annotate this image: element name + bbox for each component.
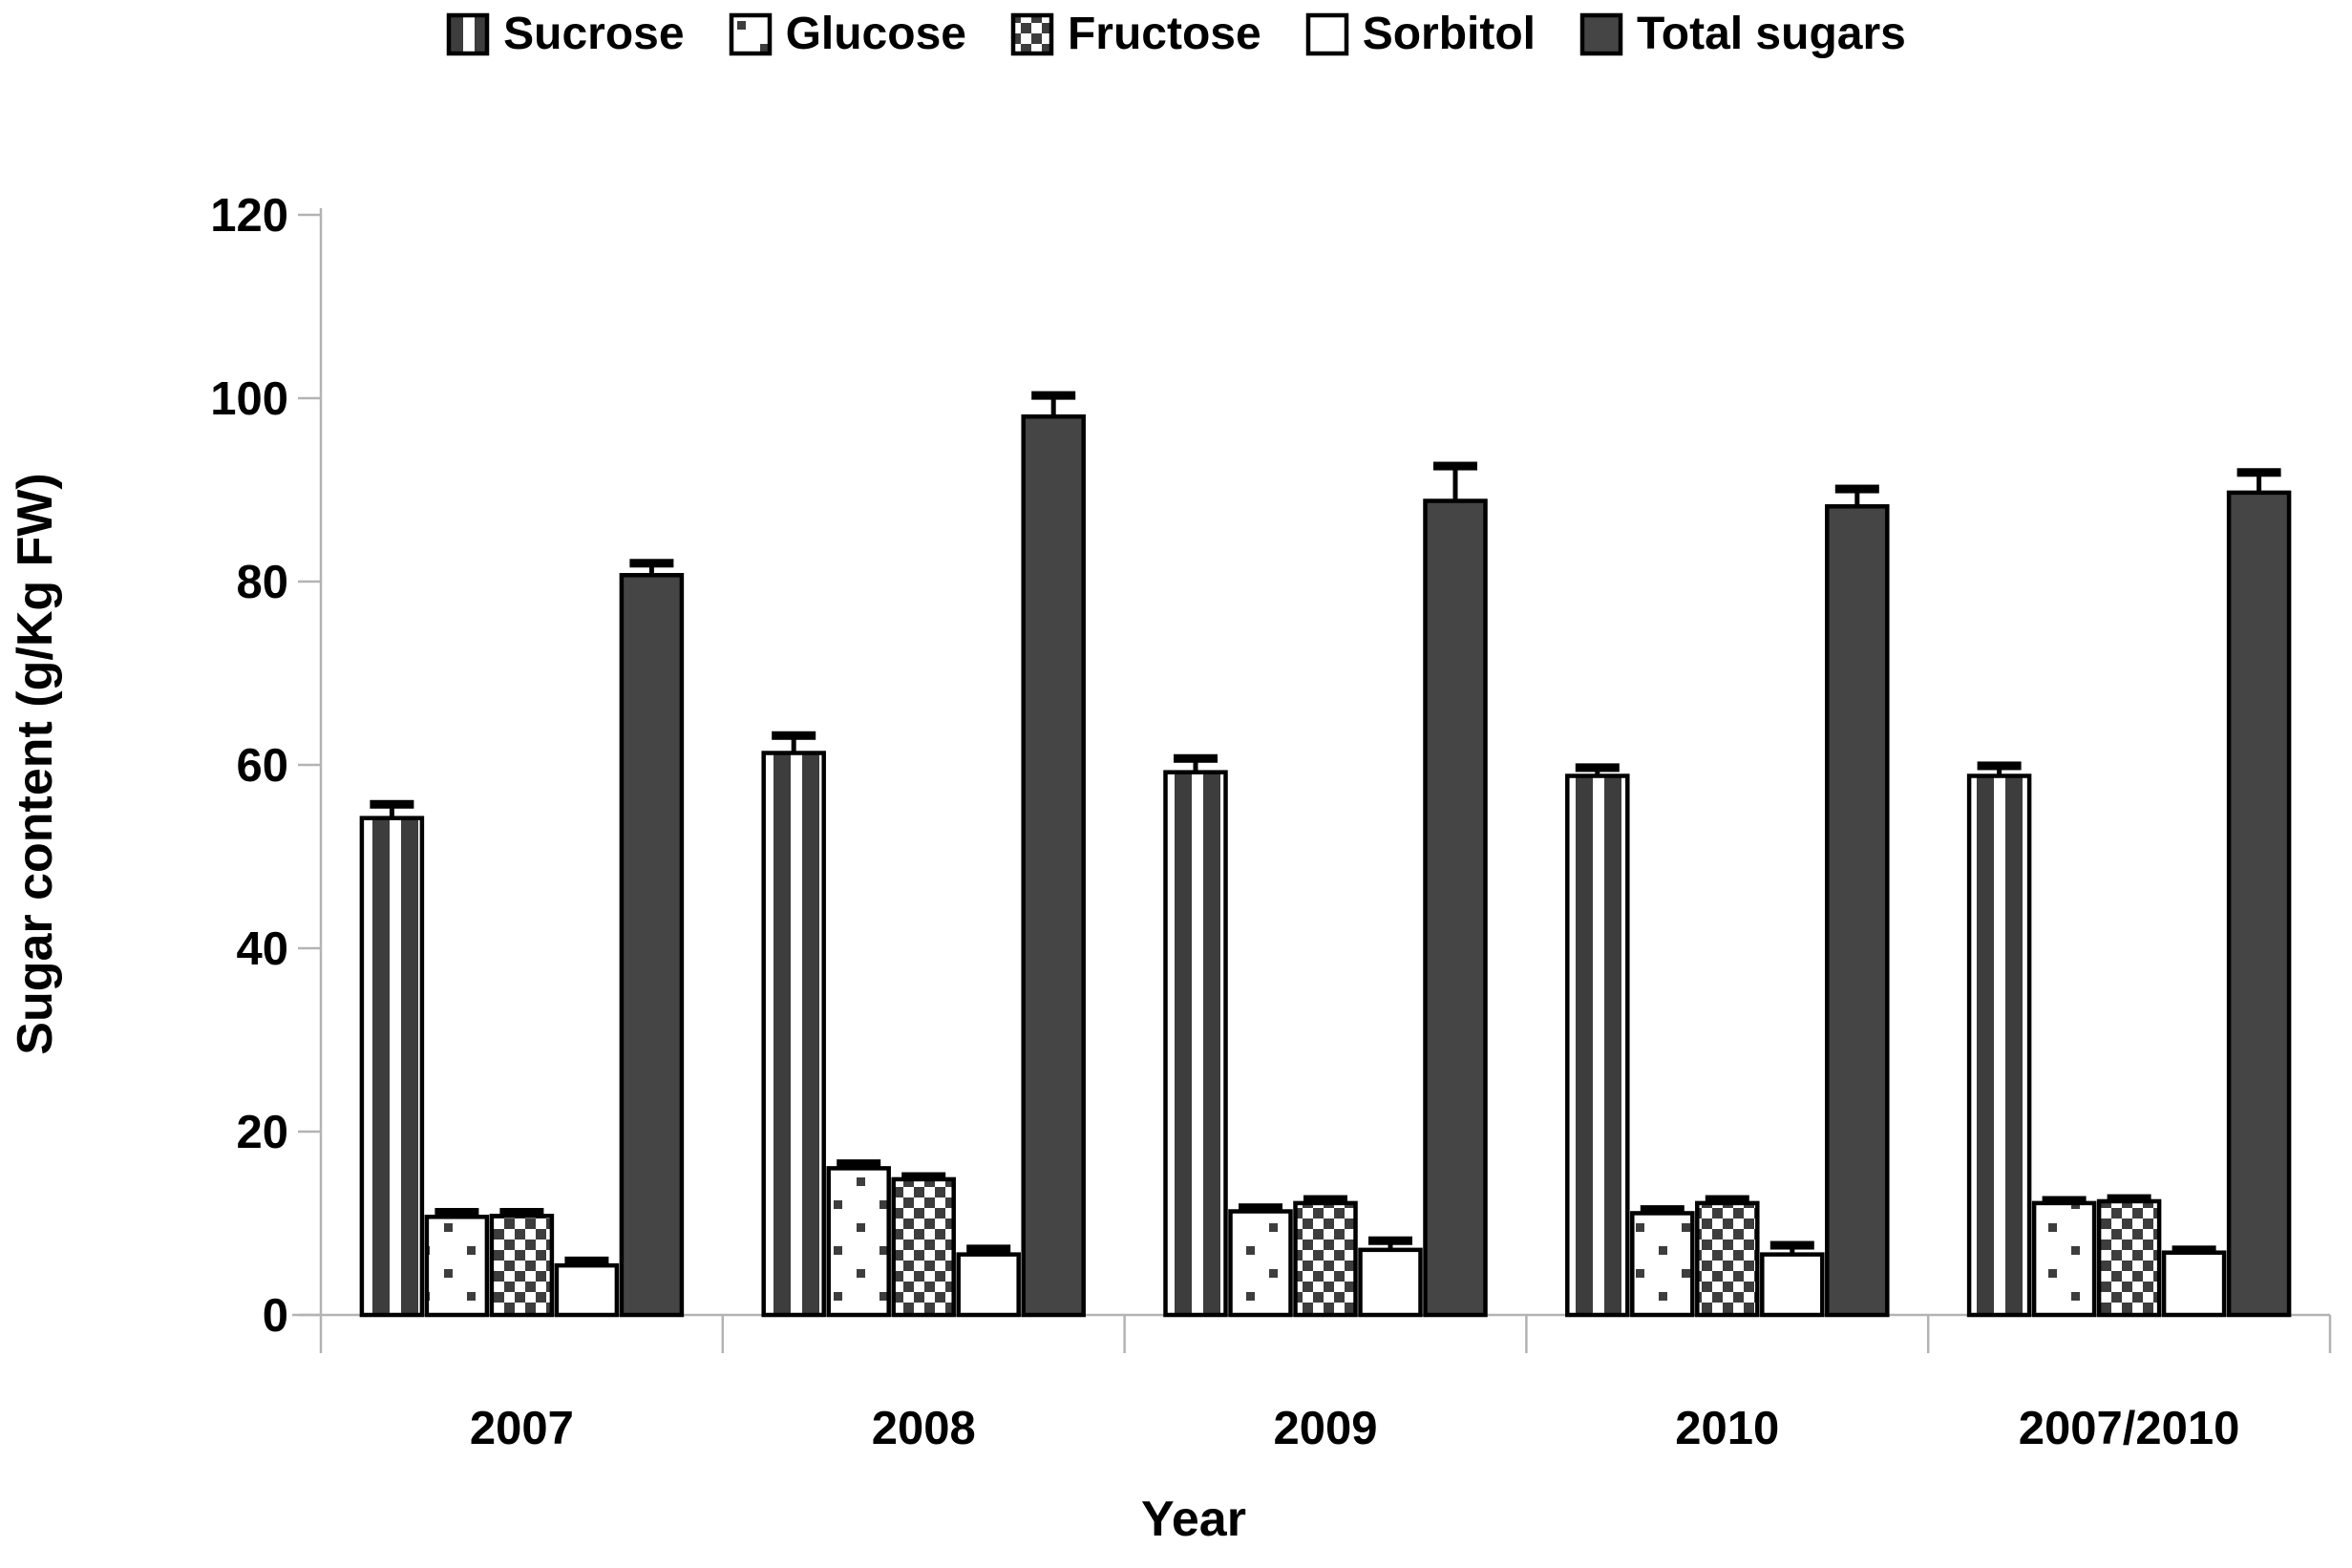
bar-glucose [2031, 1200, 2097, 1318]
error-bar-cap [1575, 763, 1620, 773]
bars [359, 391, 2292, 1318]
bar-fructose [1695, 1200, 1760, 1318]
error-bar-cap [901, 1172, 946, 1181]
error-bar-cap [2107, 1194, 2151, 1203]
bar-glucose [1630, 1211, 1695, 1318]
bar-glucose [424, 1215, 490, 1318]
error-bar-cap [1769, 1240, 1814, 1250]
legend-swatch-rect [1305, 12, 1348, 56]
bar-sucrose [1966, 773, 2032, 1318]
bar-total-sugars [1021, 413, 1086, 1318]
error-bar-cap [2172, 1245, 2216, 1255]
bar-total-sugars [2226, 490, 2292, 1318]
x-category-label: 2009 [1273, 1403, 1377, 1454]
bar-glucose [826, 1166, 891, 1318]
error-bar-cap [837, 1159, 881, 1169]
bar-sorbitol [554, 1262, 620, 1318]
x-category-label: 2008 [872, 1403, 976, 1454]
legend-item-glucose: Glucose [729, 6, 966, 63]
legend-swatch-dots-icon [729, 12, 772, 56]
bar-group-2007 [359, 559, 685, 1318]
bar-total-sugars [1423, 498, 1488, 1318]
legend-label: Total sugars [1637, 9, 1906, 59]
legend-item-sorbitol: Sorbitol [1305, 6, 1536, 63]
error-bar-cap [1977, 761, 2022, 771]
legend-item-sucrose: Sucrose [446, 6, 685, 63]
error-bar-cap [1640, 1205, 1685, 1215]
error-bar-cap [966, 1244, 1011, 1254]
y-tick-label: 100 [210, 373, 288, 425]
x-category-label: 2010 [1675, 1403, 1779, 1454]
y-tick-label: 0 [263, 1290, 288, 1342]
bar-fructose [1293, 1200, 1358, 1318]
x-category-label: 2007/2010 [2019, 1403, 2240, 1454]
bar-sorbitol [956, 1252, 1021, 1318]
y-tick-label: 40 [236, 923, 288, 975]
y-tick-label: 20 [236, 1107, 288, 1158]
legend-label: Sorbitol [1362, 9, 1536, 59]
bar-group-2008 [761, 391, 1086, 1318]
legend-swatch-rect [729, 12, 772, 56]
error-bar-cap [1174, 753, 1218, 763]
axis-tick-labels: 0 20 40 60 80 100 120 2007 2008 2009 2010 2007/2010 [210, 190, 2239, 1454]
bar-sorbitol [1358, 1247, 1423, 1318]
bar-sorbitol [1760, 1252, 1825, 1318]
bar-sucrose [761, 751, 826, 1318]
error-bar-cap [2236, 468, 2281, 477]
bar-total-sugars [619, 573, 685, 1318]
bar-sucrose [1565, 773, 1630, 1318]
error-bar-cap [1433, 461, 1477, 471]
legend: Sucrose Glucose Fructose Sorbitol Total suga… [0, 6, 2352, 63]
error-bar-cap [1834, 484, 1879, 494]
y-axis-title: Sugar content (g/Kg FW) [8, 473, 63, 1054]
error-bar-cap [1239, 1203, 1282, 1213]
x-axis-title: Year [1141, 1492, 1246, 1547]
legend-swatch-vertical-stripes-icon [446, 12, 490, 56]
error-bar-cap [1031, 391, 1076, 400]
legend-swatch-rect [1010, 12, 1054, 56]
error-bar-cap [629, 559, 674, 568]
legend-item-fructose: Fructose [1010, 6, 1261, 63]
bar-group-2007-2010 [1966, 468, 2292, 1318]
legend-item-total-sugars: Total sugars [1579, 6, 1906, 63]
legend-swatch-rect [1579, 12, 1623, 56]
bar-total-sugars [1825, 504, 1890, 1318]
bar-glucose [1228, 1209, 1293, 1318]
bar-sorbitol [2161, 1250, 2227, 1318]
bar-fructose [2096, 1198, 2162, 1318]
error-bar-cap [2042, 1196, 2087, 1205]
bar-sucrose [1163, 770, 1228, 1318]
legend-label: Fructose [1067, 9, 1261, 59]
error-bar-cap [1368, 1236, 1412, 1245]
y-tick-label: 120 [210, 190, 288, 242]
bar-sucrose [359, 816, 425, 1318]
bar-fructose [489, 1214, 555, 1318]
legend-swatch-rect [446, 12, 490, 56]
error-bar-cap [434, 1207, 479, 1217]
legend-swatch-checkerboard-icon [1010, 12, 1054, 56]
legend-label: Glucose [785, 9, 966, 59]
error-bar-cap [499, 1207, 544, 1217]
y-tick-label: 60 [236, 740, 288, 792]
error-bar-cap [1705, 1195, 1749, 1204]
error-bar-cap [772, 731, 816, 740]
bar-group-2010 [1565, 484, 1890, 1318]
x-category-label: 2007 [470, 1403, 574, 1454]
error-bar-cap [1303, 1195, 1347, 1204]
legend-swatch-solid-dark-icon [1579, 12, 1623, 56]
bar-group-2009 [1163, 461, 1488, 1318]
y-tick-label: 80 [236, 557, 288, 608]
error-bar-cap [564, 1256, 609, 1265]
legend-label: Sucrose [503, 9, 685, 59]
error-bar-cap [370, 799, 414, 809]
legend-swatch-plain-white-icon [1305, 12, 1348, 56]
bar-fructose [891, 1176, 956, 1318]
